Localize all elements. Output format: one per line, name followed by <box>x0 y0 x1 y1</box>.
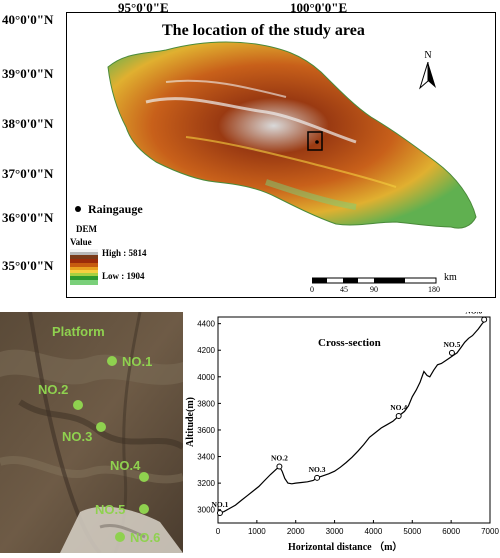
x-tick-label: 7000 <box>481 527 499 536</box>
lat-label-40: 40°0'0"N <box>2 12 54 27</box>
profile-point-no6 <box>481 316 488 323</box>
photo-label-no5: NO.5 <box>95 502 126 517</box>
raingauge-marker <box>315 140 319 144</box>
satellite-photo: Platform NO.1 NO.2 NO.3 NO.4 NO.5 NO.6 <box>0 312 183 553</box>
scale-tick-0: 0 <box>310 285 314 294</box>
x-tick-label: 6000 <box>442 527 460 536</box>
lat-label-37: 37°0'0"N <box>2 166 54 181</box>
photo-point-no6 <box>115 532 125 542</box>
photo-label-no2: NO.2 <box>38 382 69 397</box>
y-tick-label: 3400 <box>197 453 215 462</box>
plot-frame <box>217 316 491 524</box>
scale-tick-90: 90 <box>370 285 378 294</box>
profile-label-no1: NO.1 <box>212 500 229 509</box>
lon-label-95: 95°0'0"E <box>118 0 169 15</box>
x-tick-label: 1000 <box>248 527 266 536</box>
x-tick-label: 2000 <box>287 527 305 536</box>
scale-tick-45: 45 <box>340 285 348 294</box>
platform-label: Platform <box>52 324 105 339</box>
profile-point-no3 <box>314 474 321 481</box>
north-label: N <box>424 50 432 61</box>
scale-unit: km <box>444 272 457 283</box>
raingauge-legend-icon <box>75 206 81 212</box>
profile-label-no2: NO.2 <box>271 454 288 463</box>
lat-label-38: 38°0'0"N <box>2 116 54 131</box>
lat-label-35: 35°0'0"N <box>2 258 54 273</box>
photo-point-no2 <box>73 400 83 410</box>
photo-label-no1: NO.1 <box>122 354 153 369</box>
photo-label-no3: NO.3 <box>62 429 93 444</box>
north-arrow-icon <box>419 62 436 90</box>
lat-label-39: 39°0'0"N <box>2 66 54 81</box>
profile-label-no4: NO.4 <box>390 403 407 412</box>
profile-label-no6: NO.6 <box>465 312 482 316</box>
lat-label-36: 36°0'0"N <box>2 210 54 225</box>
chart-title: Cross-section <box>318 337 381 349</box>
study-area-map: 95°0'0"E 100°0'0"E 40°0'0"N 39°0'0"N 38°… <box>2 0 496 298</box>
profile-point-no1 <box>216 510 223 517</box>
study-area-box <box>307 131 323 151</box>
lon-label-100: 100°0'0"E <box>290 0 348 15</box>
dem-high-label: High : 5814 <box>102 248 147 258</box>
map-frame <box>66 12 496 298</box>
dem-low-label: Low : 1904 <box>102 271 145 281</box>
x-axis-label: Horizontal distance （m） <box>288 540 402 553</box>
dem-value-label: Value <box>70 237 92 247</box>
photo-label-no4: NO.4 <box>110 458 141 473</box>
photo-point-no3 <box>96 422 106 432</box>
profile-line <box>217 319 487 514</box>
y-tick-label: 4000 <box>197 373 215 382</box>
x-tick-label: 3000 <box>326 527 344 536</box>
scale-bar <box>312 277 437 284</box>
y-tick-label: 4400 <box>197 320 215 329</box>
y-tick-label: 3200 <box>197 479 215 488</box>
y-tick-label: 3600 <box>197 426 215 435</box>
y-tick-label: 3000 <box>197 506 215 515</box>
photo-point-no4 <box>139 472 149 482</box>
terrain-image <box>0 312 183 553</box>
cross-section-svg: 0 1000 2000 3000 4000 5000 6000 7000 3000 3200 340… <box>185 307 499 553</box>
dem-region <box>107 41 477 229</box>
x-tick-label: 5000 <box>403 527 421 536</box>
y-tick-label: 4200 <box>197 346 215 355</box>
profile-point-no2 <box>276 463 283 470</box>
map-title: The location of the study area <box>162 22 365 39</box>
profile-point-no4 <box>395 413 402 420</box>
scale-tick-180: 180 <box>428 285 440 294</box>
x-tick-label: 0 <box>216 527 221 536</box>
dem-colorbar <box>70 249 98 285</box>
cross-section-chart: 0 1000 2000 3000 4000 5000 6000 7000 3000 3200 340… <box>183 307 500 553</box>
x-tick-label: 4000 <box>365 527 383 536</box>
profile-label-no5: NO.5 <box>443 340 460 349</box>
raingauge-legend-label: Raingauge <box>88 202 143 216</box>
y-tick-label: 3800 <box>197 399 215 408</box>
profile-label-no3: NO.3 <box>309 465 326 474</box>
profile-point-no5 <box>448 349 455 356</box>
y-axis-label: Altitude(m) <box>185 397 196 447</box>
dem-legend-title: DEM <box>76 224 97 234</box>
photo-label-no6: NO.6 <box>130 530 161 545</box>
photo-point-no1 <box>107 356 117 366</box>
photo-point-no5 <box>139 504 149 514</box>
